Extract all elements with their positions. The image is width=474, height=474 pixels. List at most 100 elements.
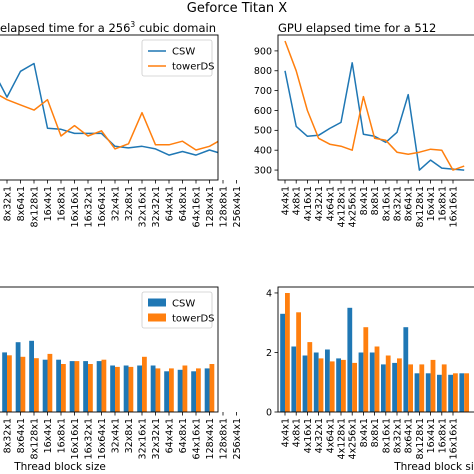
x-tick-label: 256x4x1 xyxy=(232,186,243,227)
bar-towerDS-1 xyxy=(285,293,290,412)
bar-CSW-10 xyxy=(381,364,386,412)
y-tick-label: 600 xyxy=(254,106,272,117)
plot-area xyxy=(0,62,218,156)
legend: CSW towerDS xyxy=(141,291,215,329)
series-line-CSW xyxy=(284,62,465,171)
chart-panel-1: elapsed time for a 2563 cubic domain 8x32… xyxy=(0,20,243,227)
x-tick-label: 32x32x1 xyxy=(151,186,162,227)
bar-towerDS-4 xyxy=(318,358,324,412)
bar-CSW-16 xyxy=(177,369,183,412)
bar-CSW-1 xyxy=(280,313,285,412)
x-tick-label: 8x32x1 xyxy=(393,418,404,453)
bar-towerDS-15 xyxy=(441,364,447,412)
bar-CSW-9 xyxy=(369,352,375,412)
y-tick-label: 2 xyxy=(266,348,272,359)
x-tick-label: 8x4x1 xyxy=(359,186,370,215)
bar-towerDS-12 xyxy=(128,366,134,412)
bar-towerDS-12 xyxy=(408,364,413,412)
bar-CSW-17 xyxy=(191,371,196,412)
x-axis-label: Thread block size xyxy=(393,461,474,473)
bar-CSW-11 xyxy=(110,365,115,412)
chart-panel-3: 8x32x1 8x64x1 8x128x1 16x4x1 16x8x1 16x16x1 16… xyxy=(0,286,243,473)
bar-towerDS-19 xyxy=(223,366,228,413)
x-tick-label: 4x16x1 xyxy=(303,418,314,453)
x-tick-label: 8x32x1 xyxy=(3,418,14,453)
x-tick-label: 64x8x1 xyxy=(178,418,189,453)
x-tick-label: 64x4x1 xyxy=(165,418,176,453)
chart-title: elapsed time for a 2563 cubic domain xyxy=(0,20,216,35)
x-tick-label: 8x32x1 xyxy=(3,186,14,221)
bar-CSW-5 xyxy=(29,340,34,412)
bar-CSW-8 xyxy=(358,352,364,412)
x-tick-label: 4x128x1 xyxy=(337,186,348,227)
chart-title: GPU elapsed time for a 512 xyxy=(278,21,436,35)
bar-CSW-7 xyxy=(56,359,61,412)
bar-towerDS-16 xyxy=(453,373,458,412)
x-tick-label: 4x64x1 xyxy=(325,186,336,221)
x-tick-label: 64x16x1 xyxy=(192,186,203,227)
x-tick-label: 32x16x1 xyxy=(138,418,149,459)
x-tick-label: 16x16x1 xyxy=(449,418,460,459)
chart-title-main: GPU elapsed time for a 512 xyxy=(278,21,436,35)
x-tick-label: 64x8x1 xyxy=(178,186,189,221)
y-tick-label: 0 xyxy=(266,407,272,418)
plot-area xyxy=(280,293,469,412)
x-tick-label: 8x128x1 xyxy=(415,418,426,459)
y-tick-label: 700 xyxy=(254,86,272,97)
x-tick-label: 16x16x1 xyxy=(70,186,81,227)
x-tick-label: 128x8x1 xyxy=(219,418,230,459)
bar-towerDS-6 xyxy=(341,359,346,412)
bar-CSW-6 xyxy=(42,359,48,412)
x-tick-label: 16x4x1 xyxy=(426,418,437,453)
bar-CSW-14 xyxy=(425,373,431,412)
x-tick-label: 16x8x1 xyxy=(437,186,448,221)
legend-swatch-CSW xyxy=(148,298,166,307)
x-tick-label: 16x64x1 xyxy=(97,418,108,459)
bar-CSW-7 xyxy=(347,307,353,412)
legend-label-towerDS: towerDS xyxy=(172,314,215,325)
bar-CSW-2 xyxy=(291,346,297,412)
series-line-towerDS xyxy=(284,40,465,171)
chart-panel-2: GPU elapsed time for a 512 300 400 500 600 70… xyxy=(254,21,474,227)
bar-towerDS-17 xyxy=(196,368,201,412)
axes-frame xyxy=(277,286,474,413)
bar-towerDS-11 xyxy=(397,358,402,412)
figure-title: Geforce Titan X xyxy=(187,1,288,16)
bar-CSW-12 xyxy=(403,327,409,412)
x-axis-label: Thread block size xyxy=(13,461,106,473)
bar-towerDS-18 xyxy=(209,364,215,412)
bar-CSW-18 xyxy=(204,368,210,412)
x-tick-label: 32x16x1 xyxy=(138,186,149,227)
bar-towerDS-6 xyxy=(47,353,53,412)
bar-CSW-16 xyxy=(448,374,453,412)
bar-towerDS-13 xyxy=(419,364,425,412)
bar-CSW-4 xyxy=(15,342,21,412)
chart-panels: elapsed time for a 2563 cubic domain 8x32… xyxy=(0,20,474,473)
x-tick-label: 8x64x1 xyxy=(404,418,415,453)
x-tick-label: 4x32x1 xyxy=(314,418,325,453)
bar-towerDS-10 xyxy=(385,355,391,412)
bar-CSW-8 xyxy=(69,361,75,412)
x-tick-label: 16x4x1 xyxy=(43,418,54,453)
chart-title-main: elapsed time for a 256 xyxy=(0,21,130,35)
x-tick-label: 128x4x1 xyxy=(205,418,216,459)
bar-towerDS-2 xyxy=(296,312,301,412)
bar-CSW-5 xyxy=(325,349,330,412)
x-tick-label: 8x128x1 xyxy=(415,186,426,227)
bar-towerDS-9 xyxy=(88,364,93,412)
x-tick-label: 16x4x1 xyxy=(43,186,54,221)
bar-towerDS-7 xyxy=(61,364,66,412)
bar-CSW-12 xyxy=(123,365,129,412)
axes-frame xyxy=(0,34,219,181)
x-tick-label: 8x64x1 xyxy=(16,418,27,453)
bar-towerDS-14 xyxy=(430,359,436,412)
axes-frame xyxy=(277,34,474,181)
bar-CSW-13 xyxy=(137,365,142,412)
x-tick-label: 128x4x1 xyxy=(205,186,216,227)
bar-towerDS-15 xyxy=(169,368,174,412)
bar-CSW-3 xyxy=(2,352,8,412)
bar-towerDS-20 xyxy=(237,364,242,412)
x-tick-label: 4x4x1 xyxy=(281,418,292,447)
bar-towerDS-8 xyxy=(74,361,80,412)
